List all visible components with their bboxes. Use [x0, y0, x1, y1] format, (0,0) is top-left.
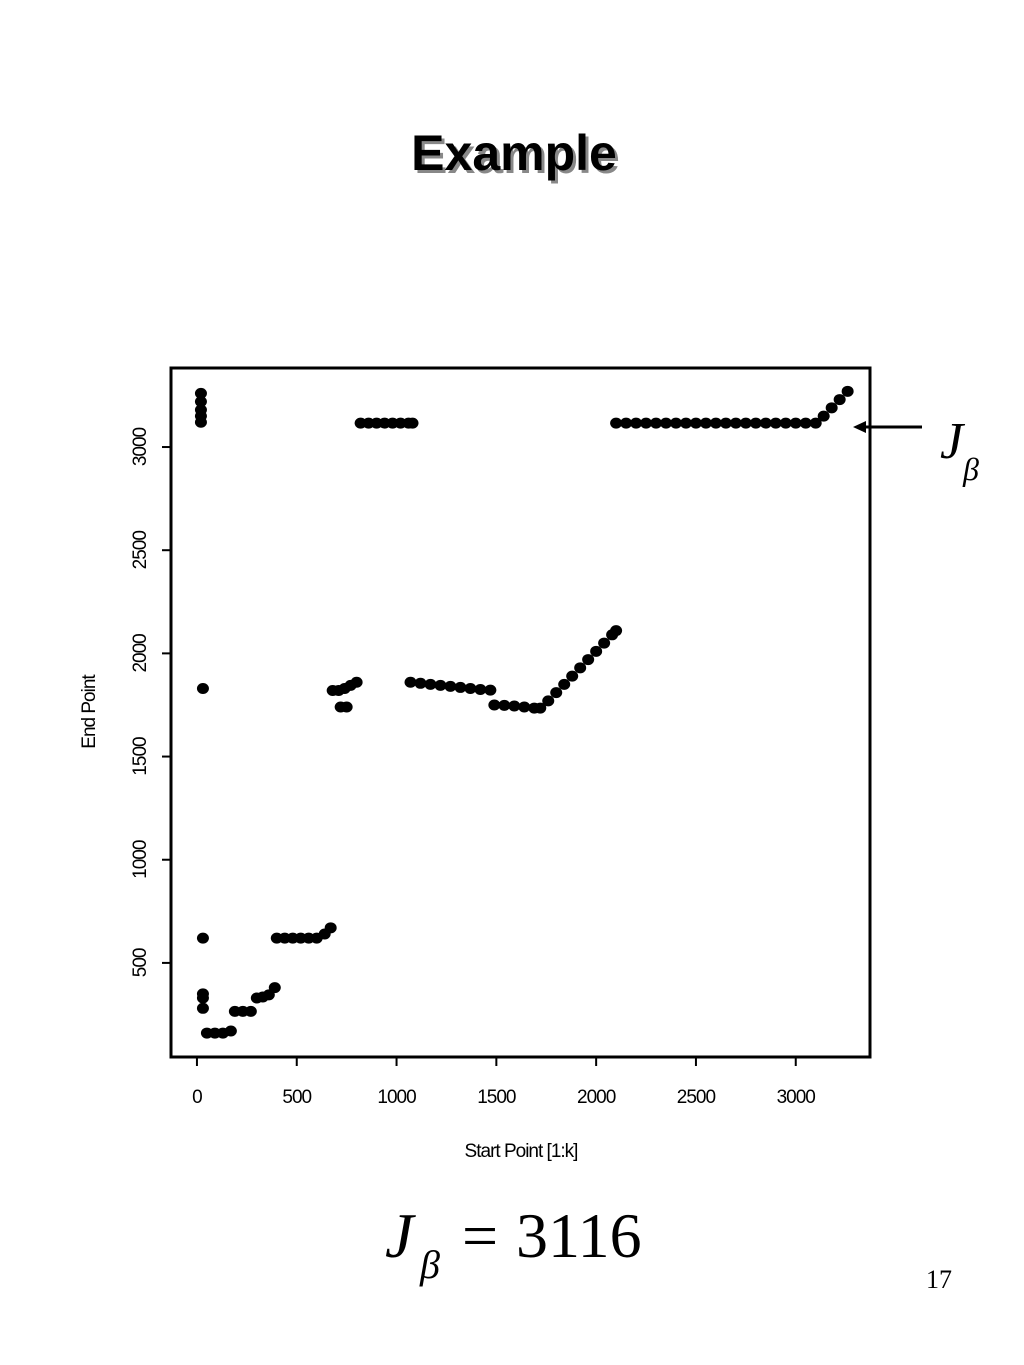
y-tick-label: 2000: [130, 634, 151, 673]
y-tick-label: 2500: [130, 531, 151, 570]
point: [729, 417, 742, 429]
point: [719, 417, 732, 429]
point: [769, 417, 782, 429]
y-axis-label: End Point: [79, 674, 100, 749]
point: [434, 679, 447, 691]
point: [582, 654, 595, 666]
y-tick-label: 3000: [130, 427, 151, 466]
point: [194, 396, 207, 408]
point: [340, 701, 353, 713]
y-tick-label: 500: [130, 948, 151, 977]
point: [825, 402, 838, 414]
x-axis-label: Start Point [1:k]: [465, 1141, 578, 1162]
x-tick-label: 0: [192, 1087, 202, 1108]
point: [196, 1002, 209, 1014]
point: [630, 417, 643, 429]
point: [789, 417, 802, 429]
point: [196, 992, 209, 1004]
point: [350, 676, 363, 688]
arrow-head: [853, 421, 866, 433]
point: [444, 680, 457, 692]
point: [404, 676, 417, 688]
point: [841, 385, 854, 397]
point: [689, 417, 702, 429]
point: [699, 417, 712, 429]
point: [488, 699, 501, 711]
point: [833, 394, 846, 406]
point: [424, 678, 437, 690]
equation-symbol: J: [385, 1200, 416, 1271]
point: [660, 417, 673, 429]
point: [779, 417, 792, 429]
point: [498, 699, 511, 711]
point: [650, 417, 663, 429]
point: [268, 982, 281, 994]
point: [508, 700, 521, 712]
point: [194, 416, 207, 428]
point: [574, 662, 587, 674]
point: [799, 417, 812, 429]
y-tick-label: 1500: [130, 737, 151, 776]
point: [620, 417, 633, 429]
title-shadow: Example: [414, 128, 620, 184]
x-tick-label: 1000: [377, 1087, 416, 1108]
y-tick-label: 1000: [130, 840, 151, 879]
point: [542, 695, 555, 707]
equation-relation: =: [462, 1200, 498, 1271]
point: [598, 637, 611, 649]
equation-subscript: β: [419, 1242, 440, 1287]
point: [610, 625, 623, 637]
point: [679, 417, 692, 429]
point: [566, 670, 579, 682]
point: [739, 417, 752, 429]
point: [464, 682, 477, 694]
x-tick-label: 1500: [477, 1087, 516, 1108]
x-tick-label: 2000: [577, 1087, 616, 1108]
point: [534, 702, 547, 714]
x-tick-label: 500: [282, 1087, 311, 1108]
x-tick-label: 3000: [777, 1087, 816, 1108]
point: [224, 1025, 237, 1037]
point: [749, 417, 762, 429]
point: [244, 1005, 257, 1017]
x-tick-label: 2500: [677, 1087, 716, 1108]
point: [669, 417, 682, 429]
point: [454, 681, 467, 693]
point: [550, 687, 563, 699]
plot-frame: [169, 366, 872, 1059]
point: [759, 417, 772, 429]
point: [590, 645, 603, 657]
point: [640, 417, 653, 429]
point: [196, 932, 209, 944]
point: [809, 417, 822, 429]
annotation-symbol: J: [940, 413, 966, 470]
point: [709, 417, 722, 429]
equation-value: 3116: [516, 1200, 642, 1271]
point: [484, 684, 497, 696]
annotation-subscript: β: [962, 451, 979, 487]
point: [406, 417, 419, 429]
slide-title: Example: [411, 125, 617, 181]
point: [610, 417, 623, 429]
point: [817, 410, 830, 422]
point: [518, 701, 531, 713]
point: [324, 922, 337, 934]
page-number: 17: [926, 1265, 952, 1294]
point: [414, 677, 427, 689]
point: [196, 682, 209, 694]
point: [474, 683, 487, 695]
point: [558, 678, 571, 690]
point: [194, 387, 207, 399]
